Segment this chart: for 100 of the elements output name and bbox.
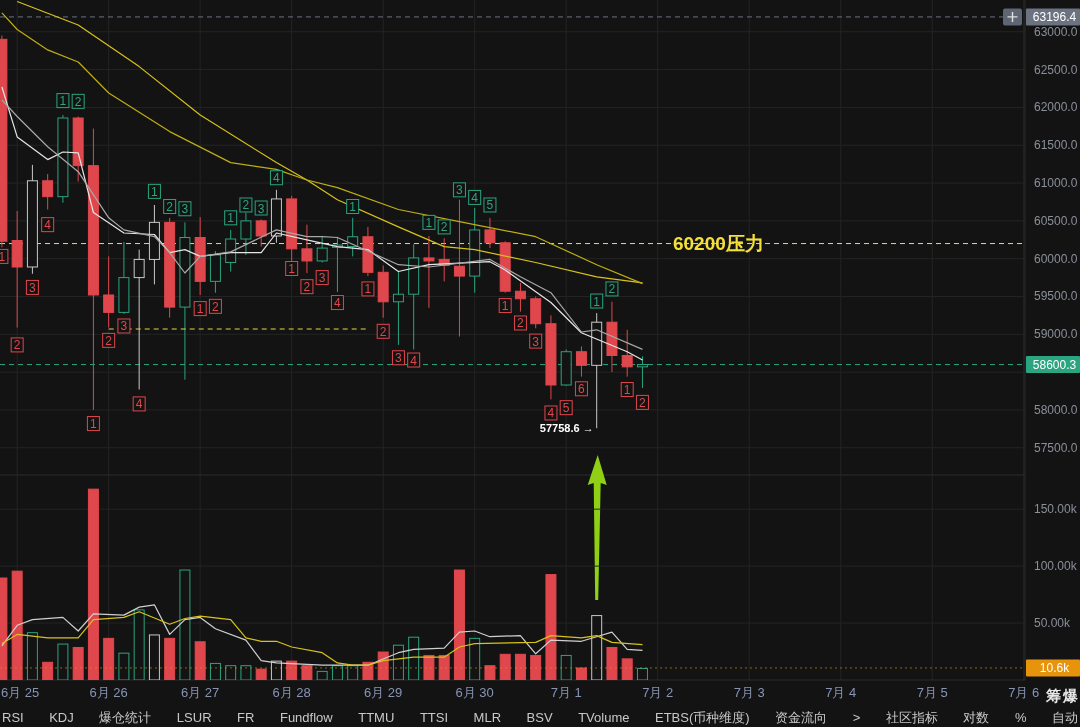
- annotation: 2: [517, 316, 525, 331]
- ref-line-label: 58600.3: [1032, 358, 1077, 373]
- bar: [484, 665, 496, 680]
- y-tick-label: 58000.0: [1034, 402, 1078, 417]
- bar: [209, 662, 221, 680]
- y-tick-label: 100.00k: [1034, 559, 1078, 574]
- candlestick: [316, 236, 328, 263]
- bar: [103, 637, 115, 680]
- candlestick: [392, 271, 404, 346]
- x-tick-label: 7月 3: [733, 685, 765, 700]
- bar: [194, 641, 206, 680]
- candlestick: [621, 329, 633, 378]
- x-tick-label: 6月 28: [272, 685, 311, 700]
- x-tick-label: 6月 27: [181, 685, 220, 700]
- text: ETBS(币种维度): [654, 710, 750, 725]
- candlestick: [255, 218, 267, 248]
- bar: [331, 665, 343, 680]
- candlestick: [514, 282, 526, 313]
- bar: [301, 665, 313, 680]
- bar: [347, 665, 359, 680]
- annotation: 3: [456, 183, 464, 198]
- annotation: 1: [90, 417, 98, 432]
- annotation: 2: [608, 282, 616, 297]
- candlestick: [423, 235, 435, 309]
- bar: [148, 634, 160, 680]
- annotation: 57758.6 →: [539, 422, 594, 435]
- annotation: 4: [334, 296, 342, 311]
- bar: [87, 488, 99, 680]
- annotation: 2: [166, 199, 174, 214]
- y-tick-label: 150.00k: [1034, 502, 1078, 517]
- bar: [438, 654, 450, 680]
- bar: [316, 670, 328, 680]
- ref-line-label: 63196.4: [1032, 10, 1077, 25]
- annotation: 60200压力: [672, 233, 764, 255]
- annotation: 2: [379, 324, 387, 339]
- bar: [514, 653, 526, 680]
- annotation: 2: [242, 198, 250, 213]
- annotation: 2: [74, 94, 82, 109]
- annotation: 1: [349, 199, 357, 214]
- text: MLR: [473, 710, 502, 725]
- annotation: 5: [562, 401, 570, 416]
- candlestick: [42, 173, 54, 211]
- y-tick-label: 50.00k: [1034, 616, 1072, 631]
- candlestick: [133, 249, 145, 391]
- text: TVolume: [578, 710, 630, 725]
- annotation: 4: [410, 353, 418, 368]
- bar: [606, 646, 618, 680]
- text: Fundflow: [279, 710, 334, 725]
- text: TTMU: [358, 710, 395, 725]
- annotation: 1: [59, 94, 67, 109]
- bar: [408, 636, 420, 680]
- candlestick: [453, 199, 465, 338]
- bar: [72, 646, 84, 680]
- bar: [57, 643, 69, 680]
- candlestick: [103, 255, 115, 329]
- annotation: 4: [44, 218, 52, 233]
- x-tick-label: 6月 29: [364, 685, 403, 700]
- y-tick-label: 61500.0: [1034, 138, 1078, 153]
- annotation: 1: [425, 215, 433, 230]
- x-tick-label: 6月 26: [89, 685, 128, 700]
- bar: [499, 653, 511, 680]
- annotation: 1: [196, 302, 204, 317]
- text: BSV: [526, 710, 553, 725]
- x-tick-label: 6月 25: [1, 685, 40, 700]
- text: %: [1014, 710, 1027, 725]
- annotation: 1: [288, 262, 296, 277]
- annotation: 1: [364, 282, 372, 297]
- x-tick-label: 7月 5: [916, 685, 948, 700]
- bar: [621, 658, 633, 680]
- text: 自动: [1052, 710, 1078, 725]
- x-tick-label: 6月 30: [455, 685, 494, 700]
- text: 爆仓统计: [99, 710, 152, 725]
- text: 爆: [1062, 687, 1079, 704]
- bar: [362, 661, 374, 680]
- bar: [469, 637, 481, 680]
- y-tick-label: 60500.0: [1034, 213, 1078, 228]
- annotation: 1: [623, 383, 631, 398]
- annotation: 2: [303, 280, 311, 295]
- bar: [118, 652, 130, 680]
- annotation: 3: [181, 202, 189, 217]
- annotation: 1: [593, 294, 601, 309]
- text: 社区指标: [885, 710, 938, 725]
- bar: [42, 661, 54, 680]
- x-tick-label: 7月 6: [1008, 685, 1040, 700]
- annotation: 2: [105, 333, 113, 348]
- text: 对数: [963, 710, 990, 725]
- text: RSI: [2, 710, 24, 725]
- annotation: 1: [151, 184, 159, 199]
- annotation: 2: [13, 338, 21, 353]
- x-tick-label: 7月 4: [825, 685, 857, 700]
- text: LSUR: [176, 710, 212, 725]
- bar: [423, 654, 435, 680]
- annotation: 2: [212, 299, 220, 314]
- text: 筹: [1045, 687, 1061, 704]
- bar: [453, 569, 465, 680]
- candlestick: [575, 345, 587, 378]
- annotation: 4: [273, 171, 281, 186]
- annotation: 3: [318, 271, 326, 286]
- annotation: 3: [257, 201, 265, 216]
- annotation: 4: [135, 397, 143, 412]
